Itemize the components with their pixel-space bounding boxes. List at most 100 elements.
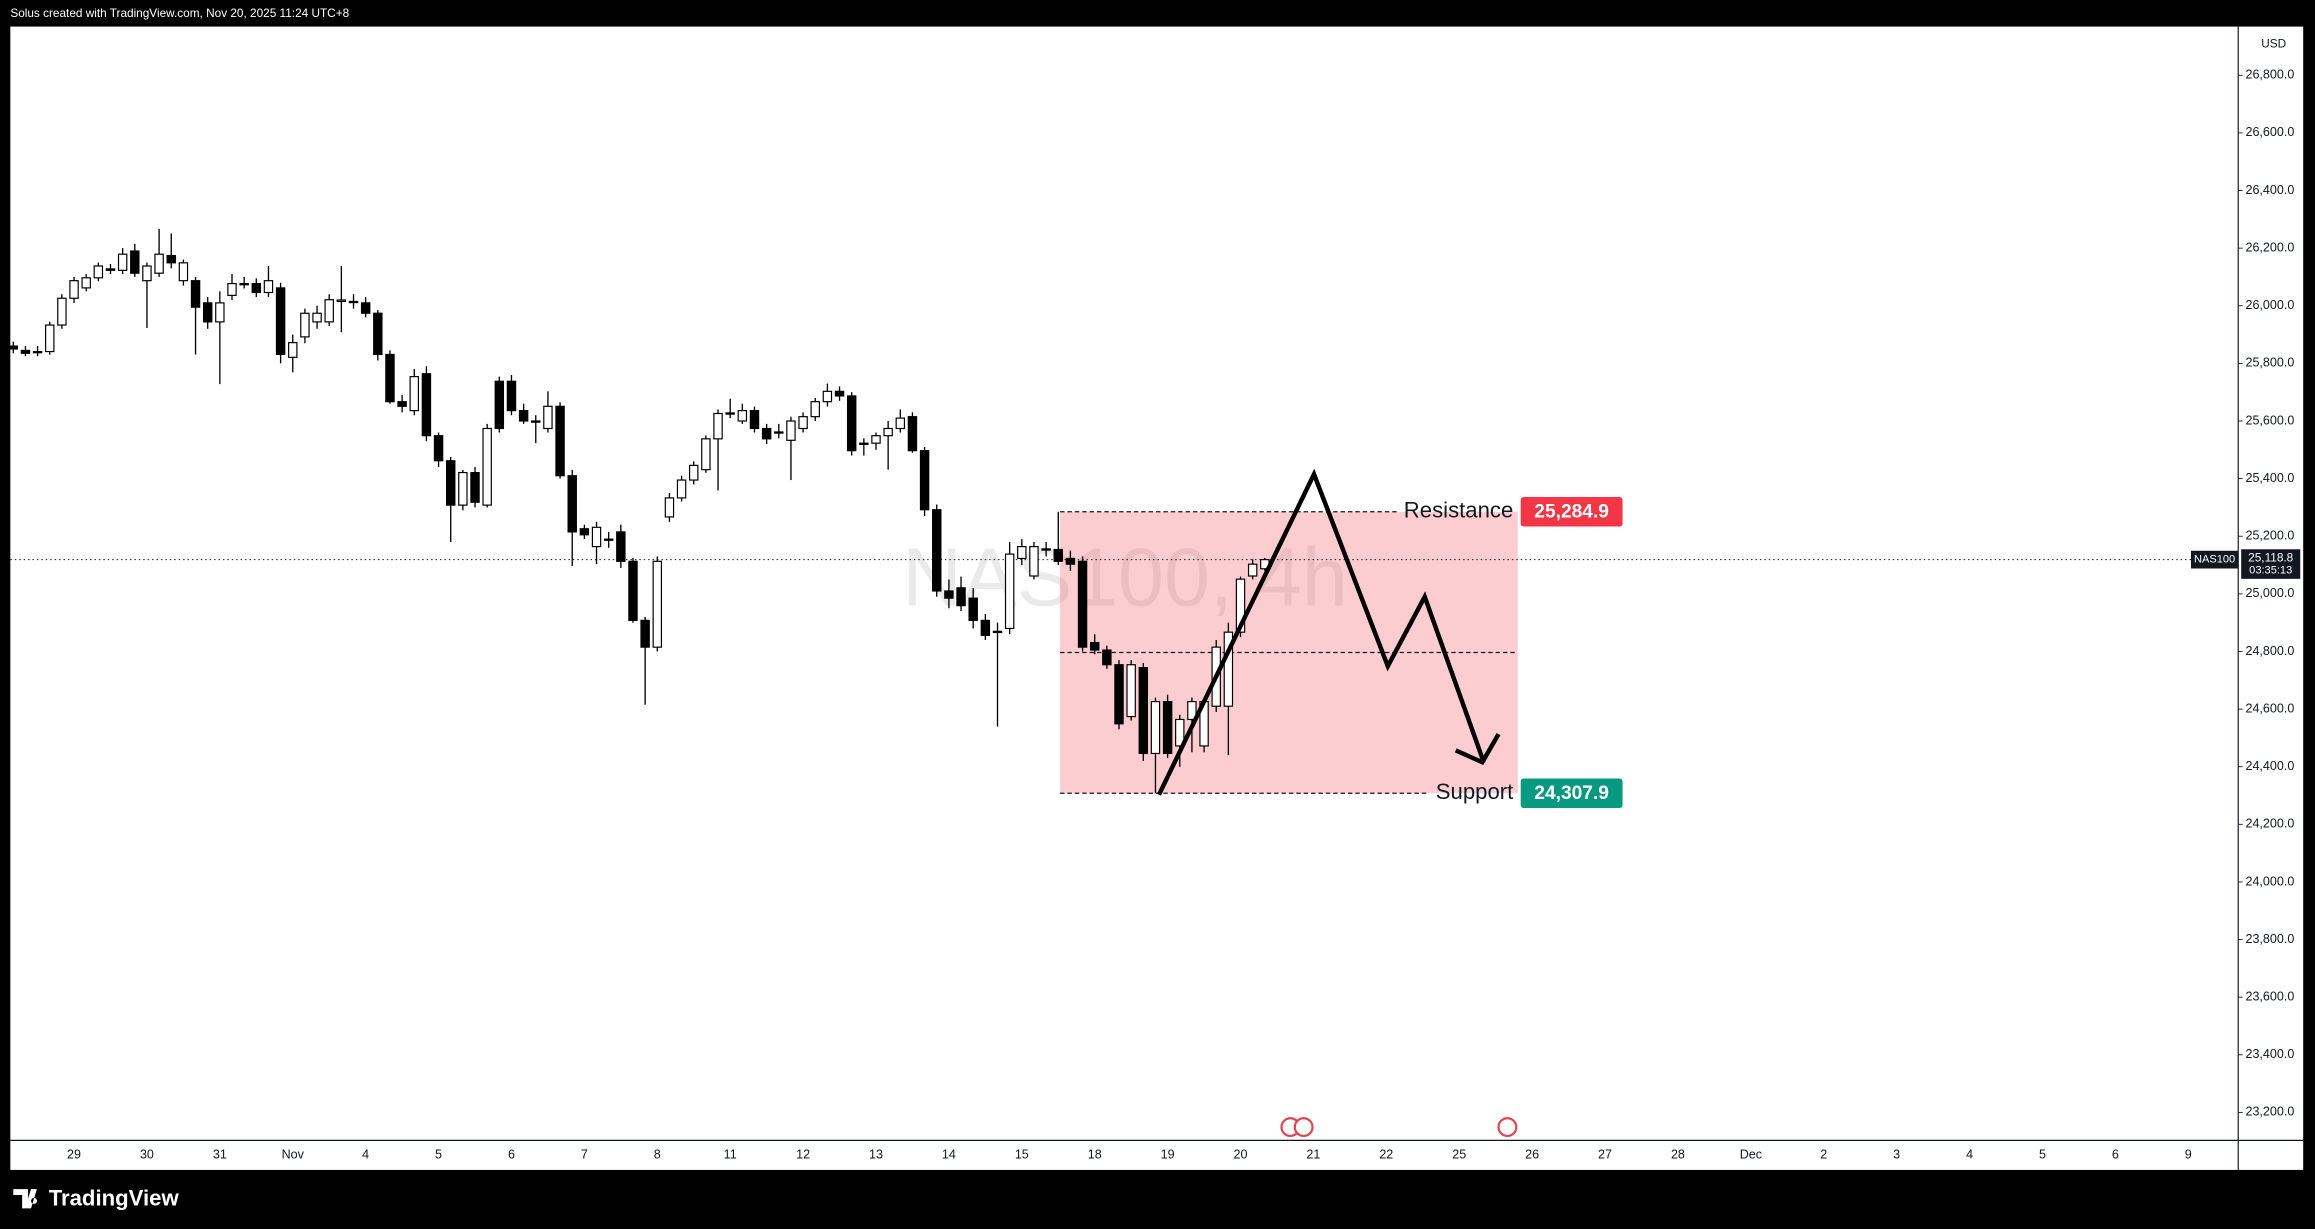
candle-body — [360, 302, 371, 314]
y-tick-label: 24,600.0 — [2245, 701, 2294, 715]
candle-body — [603, 538, 614, 541]
candle-body — [397, 401, 407, 407]
candle-body — [45, 324, 55, 353]
brand: TradingView — [13, 1185, 179, 1210]
candle-body — [117, 253, 128, 271]
candle-body — [749, 410, 760, 430]
candle-body — [992, 630, 1003, 634]
candle-body — [8, 345, 19, 350]
currency: USD — [2261, 36, 2286, 50]
candle-body — [761, 427, 772, 440]
y-tick-label: 23,400.0 — [2245, 1047, 2294, 1061]
candle-body — [1247, 563, 1258, 577]
projection-arrowhead — [1454, 733, 1501, 766]
candle-body — [1004, 553, 1015, 630]
support-label: Support — [1436, 779, 1514, 804]
candle-body — [458, 471, 468, 506]
candle-body — [1187, 701, 1197, 721]
candle-body — [980, 619, 991, 636]
candle-body — [105, 268, 116, 271]
candle-body — [932, 509, 942, 592]
candle-body — [1162, 701, 1173, 755]
event-icon — [1293, 1117, 1314, 1138]
candle-body — [834, 390, 845, 397]
candle-body — [409, 376, 419, 412]
candle-body — [1223, 631, 1234, 707]
candle-body — [883, 427, 893, 437]
candle-body — [774, 431, 784, 434]
y-tick-label: 26,200.0 — [2245, 240, 2294, 254]
projection: Resistance 25,284.9 Support 24,307.9 — [1156, 468, 1623, 809]
candle-body — [591, 526, 602, 548]
candle-body — [336, 299, 347, 303]
x-tick-label: 18 — [1088, 1147, 1102, 1161]
candle-body — [57, 297, 67, 326]
candle-body — [348, 300, 359, 304]
candle-body — [701, 438, 711, 471]
x-tick-label: 25 — [1452, 1147, 1466, 1161]
candle-body — [1175, 718, 1185, 747]
candle-body — [215, 302, 225, 323]
candle-body — [482, 427, 492, 506]
resistance-value: 25,284.9 — [1534, 502, 1609, 523]
candle-body — [1089, 641, 1100, 651]
projection-path — [1156, 468, 1486, 796]
candle-body — [616, 531, 626, 562]
y-tick-label: 25,800.0 — [2245, 356, 2294, 370]
candle-body — [664, 497, 675, 518]
x-tick-label: 21 — [1306, 1147, 1320, 1161]
y-tick-label: 24,800.0 — [2245, 644, 2294, 658]
candle-body — [300, 312, 310, 338]
candle-body — [689, 464, 699, 481]
event-icon — [1497, 1117, 1518, 1138]
candle-body — [81, 277, 91, 289]
candle-body — [810, 401, 820, 418]
candle-body — [518, 410, 529, 422]
candle-body — [859, 442, 869, 445]
candle-body — [32, 350, 43, 354]
candle-body — [725, 412, 735, 415]
candle-body — [470, 471, 480, 503]
y-tick-label: 24,200.0 — [2245, 817, 2294, 831]
candle-body — [907, 416, 918, 452]
x-tick-label: 3 — [1893, 1147, 1900, 1161]
candle-body — [1235, 578, 1246, 633]
candle-body — [275, 287, 286, 356]
x-tick-label: 19 — [1161, 1147, 1175, 1161]
candle-body — [445, 460, 456, 506]
candle-body — [190, 280, 201, 308]
candle-body — [93, 265, 104, 279]
support-value-box — [1520, 778, 1623, 809]
symbol-tag — [2190, 550, 2239, 569]
candle-body — [494, 380, 505, 430]
candle-body — [1077, 560, 1088, 648]
x-tick-label: 20 — [1234, 1147, 1248, 1161]
candle-body — [871, 435, 881, 444]
candle-body — [1114, 664, 1124, 725]
candle-body — [239, 282, 249, 286]
x-tick-label: 12 — [796, 1147, 810, 1161]
candle-body — [227, 282, 237, 296]
candle-body — [798, 416, 808, 430]
x-tick-label: 31 — [213, 1147, 227, 1161]
x-tick-label: 30 — [140, 1147, 154, 1161]
x-tick-label: 7 — [581, 1147, 588, 1161]
candle-body — [919, 450, 930, 511]
countdown: 03:35:13 — [2249, 565, 2292, 577]
x-tick-label: 22 — [1379, 1147, 1393, 1161]
x-tick-label: 5 — [2039, 1147, 2046, 1161]
y-tick-label: 24,000.0 — [2245, 874, 2294, 888]
candle-body — [69, 280, 79, 299]
plot-background — [10, 26, 2304, 1170]
y-tick-label: 26,600.0 — [2245, 125, 2294, 139]
y-tick-label: 25,000.0 — [2245, 586, 2294, 600]
x-tick-label: 11 — [724, 1147, 737, 1161]
candle-body — [640, 619, 650, 648]
x-tick-label: 6 — [508, 1147, 515, 1161]
y-tick-label: 25,200.0 — [2245, 529, 2294, 543]
x-tick-label: Nov — [282, 1147, 305, 1161]
y-tick-label: 26,000.0 — [2245, 298, 2294, 312]
x-tick-label: 27 — [1598, 1147, 1612, 1161]
y-tick-label: 26,800.0 — [2245, 68, 2294, 82]
